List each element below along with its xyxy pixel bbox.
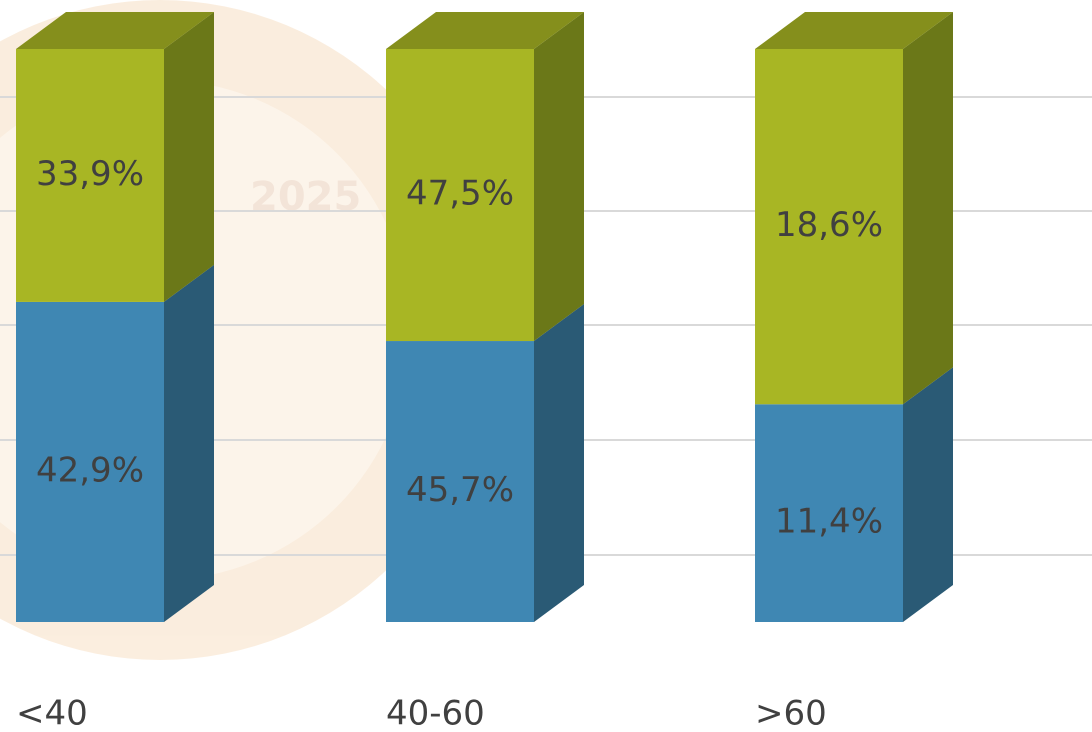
bar-side [903, 12, 953, 405]
bar-front [16, 301, 164, 622]
bar-top [755, 12, 953, 49]
value-label: 45,7% [406, 470, 514, 510]
category-label: 40-60 [386, 694, 485, 732]
bar-segment [386, 12, 584, 342]
bar-segment [755, 12, 953, 405]
bar-segment [16, 12, 214, 302]
bar-top [16, 12, 214, 49]
value-label: 33,9% [36, 154, 144, 194]
bar-segment [755, 367, 953, 622]
svg-text:2025: 2025 [250, 174, 361, 220]
value-label: 42,9% [36, 450, 144, 490]
bar-side [903, 367, 953, 622]
value-label: 18,6% [775, 205, 883, 245]
bar-segment [386, 304, 584, 622]
bar-side [164, 264, 214, 622]
category-label: <40 [16, 694, 88, 732]
bar-segment [16, 264, 214, 622]
value-label: 47,5% [406, 174, 514, 214]
bar-side [534, 12, 584, 342]
bar-front [386, 49, 534, 342]
category-label: >60 [755, 694, 827, 732]
bar-front [755, 49, 903, 405]
bar-side [164, 12, 214, 302]
bar-front [16, 49, 164, 302]
bar-side [534, 304, 584, 622]
bar-top [386, 12, 584, 49]
bar-front [755, 404, 903, 622]
bar-front [386, 341, 534, 622]
value-label: 11,4% [775, 502, 883, 542]
